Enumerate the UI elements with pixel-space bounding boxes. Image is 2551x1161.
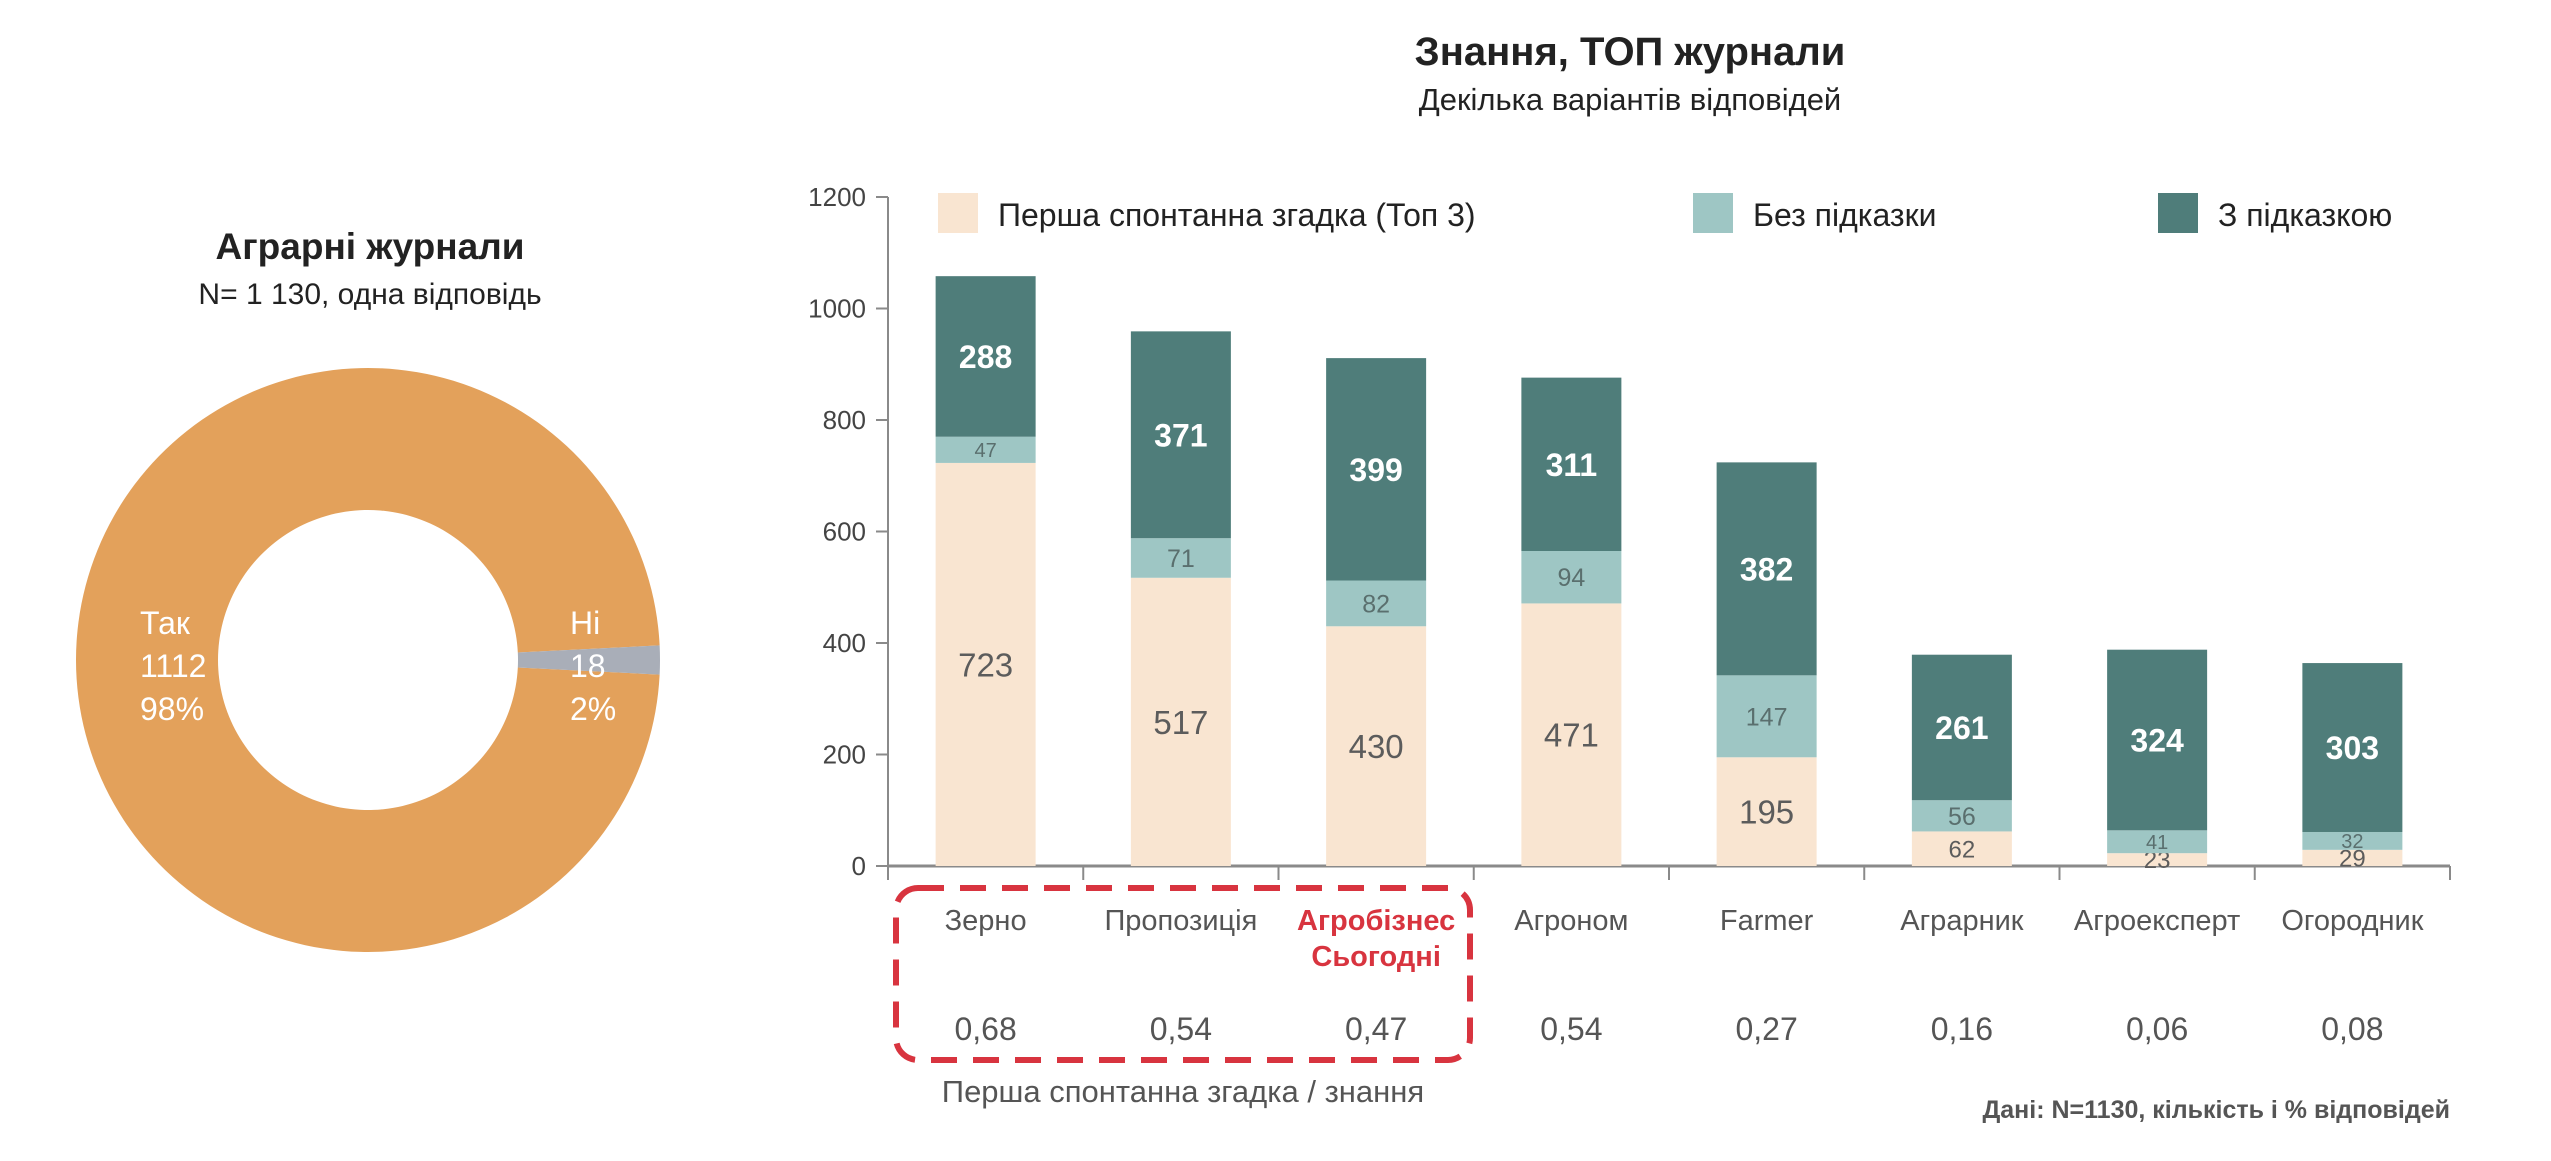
donut-title: Аграрні журнали — [215, 226, 525, 267]
category-label: Farmer — [1720, 905, 1814, 937]
data-label-first: 29 — [2339, 846, 2366, 873]
bar-segment-first — [935, 462, 1036, 866]
bar-segment-unaided — [1326, 580, 1427, 627]
donut-slice-no — [517, 645, 660, 675]
y-tick-label: 0 — [852, 851, 866, 881]
data-label-aided: 399 — [1349, 452, 1402, 488]
donut-label-no: Ні — [570, 605, 600, 641]
y-tick-label: 200 — [823, 740, 866, 770]
data-label-unaided: 147 — [1746, 703, 1788, 731]
bar-segment-unaided — [1130, 538, 1231, 578]
data-label-unaided: 41 — [2146, 832, 2168, 854]
bar-segment-aided — [2302, 663, 2403, 832]
bar-segment-unaided — [2302, 831, 2403, 850]
data-label-unaided: 71 — [1167, 545, 1195, 573]
y-tick-label: 1200 — [808, 182, 866, 212]
bar-segment-unaided — [1911, 800, 2012, 832]
bar-segment-unaided — [1521, 551, 1622, 604]
ratio-value: 0,54 — [1540, 1011, 1602, 1047]
ratio-value: 0,27 — [1735, 1011, 1797, 1047]
legend-label-first: Перша спонтанна згадка (Топ 3) — [998, 197, 1476, 233]
data-label-unaided: 94 — [1557, 564, 1585, 592]
legend-swatch-aided — [2158, 193, 2198, 233]
bar-chart-subtitle: Декілька варіантів відповідей — [1418, 82, 1842, 117]
bar-segment-aided — [1326, 358, 1427, 581]
ratio-value: 0,47 — [1345, 1011, 1407, 1047]
donut-label-no: 2% — [570, 691, 616, 727]
category-label: Пропозиція — [1104, 905, 1257, 937]
legend-swatch-first — [938, 193, 978, 233]
donut-label-yes: 1112 — [140, 648, 206, 684]
y-tick-label: 600 — [823, 517, 866, 547]
bar-chart-title: Знання, ТОП журнали — [1414, 30, 1846, 74]
bar-segment-first — [1326, 626, 1427, 866]
data-label-aided: 311 — [1546, 447, 1598, 483]
ratio-value: 0,06 — [2126, 1011, 2188, 1047]
ratio-value: 0,08 — [2321, 1011, 2383, 1047]
legend-label-unaided: Без підказки — [1753, 197, 1936, 233]
ratio-value: 0,16 — [1931, 1011, 1993, 1047]
donut-label-yes: Так — [140, 605, 191, 641]
data-label-aided: 261 — [1935, 710, 1988, 746]
ratio-caption: Перша спонтанна згадка / знання — [942, 1074, 1424, 1109]
bar-segment-aided — [935, 276, 1036, 437]
legend-label-aided: З підказкою — [2218, 197, 2392, 233]
bar-segment-aided — [1716, 462, 1817, 676]
bar-segment-first — [1521, 603, 1622, 866]
data-label-unaided: 82 — [1362, 590, 1390, 618]
category-label: Агробізнес — [1297, 905, 1455, 937]
data-label-first: 517 — [1153, 704, 1208, 741]
y-tick-label: 400 — [823, 628, 866, 658]
bar-segment-aided — [1521, 377, 1622, 552]
category-label: Агроном — [1514, 905, 1628, 937]
donut-slice-yes — [76, 368, 660, 952]
highlight-box — [893, 885, 1473, 1063]
data-label-first: 430 — [1349, 728, 1404, 765]
data-label-aided: 371 — [1154, 417, 1207, 453]
y-tick-label: 800 — [823, 405, 866, 435]
data-label-aided: 382 — [1740, 551, 1793, 587]
donut-chart: Так 1112 98% Ні 18 2% — [76, 368, 660, 952]
bar-segment-first — [2302, 849, 2403, 866]
category-label: Зерно — [945, 905, 1027, 937]
source-note: Дані: N=1130, кількість і % відповідей — [1982, 1096, 2450, 1124]
donut-label-no: 18 — [570, 648, 606, 684]
data-label-first: 471 — [1544, 717, 1599, 754]
ratio-value: 0,54 — [1150, 1011, 1212, 1047]
data-label-unaided: 56 — [1948, 803, 1976, 831]
data-label-aided: 288 — [959, 339, 1012, 375]
bar-segment-first — [1130, 577, 1231, 866]
data-label-unaided: 47 — [975, 440, 997, 462]
data-label-aided: 303 — [2326, 730, 2379, 766]
bar-segment-aided — [2107, 649, 2208, 831]
bar-segment-unaided — [2107, 830, 2208, 854]
category-label: Аграрник — [1900, 905, 2024, 937]
y-tick-label: 1000 — [808, 294, 866, 324]
legend-swatch-unaided — [1693, 193, 1733, 233]
bar-segment-aided — [1911, 654, 2012, 801]
category-label: Огородник — [2281, 905, 2423, 937]
bar-segment-unaided — [1716, 675, 1817, 758]
data-label-first: 723 — [958, 646, 1013, 683]
data-label-unaided: 32 — [2341, 831, 2363, 853]
data-label-aided: 324 — [2130, 723, 2184, 759]
donut-subtitle: N= 1 130, одна відповідь — [198, 278, 542, 311]
data-label-first: 195 — [1739, 794, 1794, 831]
data-label-first: 62 — [1949, 836, 1976, 863]
bar-segment-unaided — [935, 436, 1036, 463]
bar-segment-first — [1911, 831, 2012, 866]
category-label: Агроексперт — [2074, 905, 2240, 937]
ratio-value: 0,68 — [954, 1011, 1016, 1047]
donut-label-yes: 98% — [140, 691, 204, 727]
bar-segment-aided — [1130, 331, 1231, 539]
bar-segment-first — [1716, 757, 1817, 866]
category-label: Сьогодні — [1311, 941, 1441, 973]
bar-segment-first — [2107, 853, 2208, 866]
